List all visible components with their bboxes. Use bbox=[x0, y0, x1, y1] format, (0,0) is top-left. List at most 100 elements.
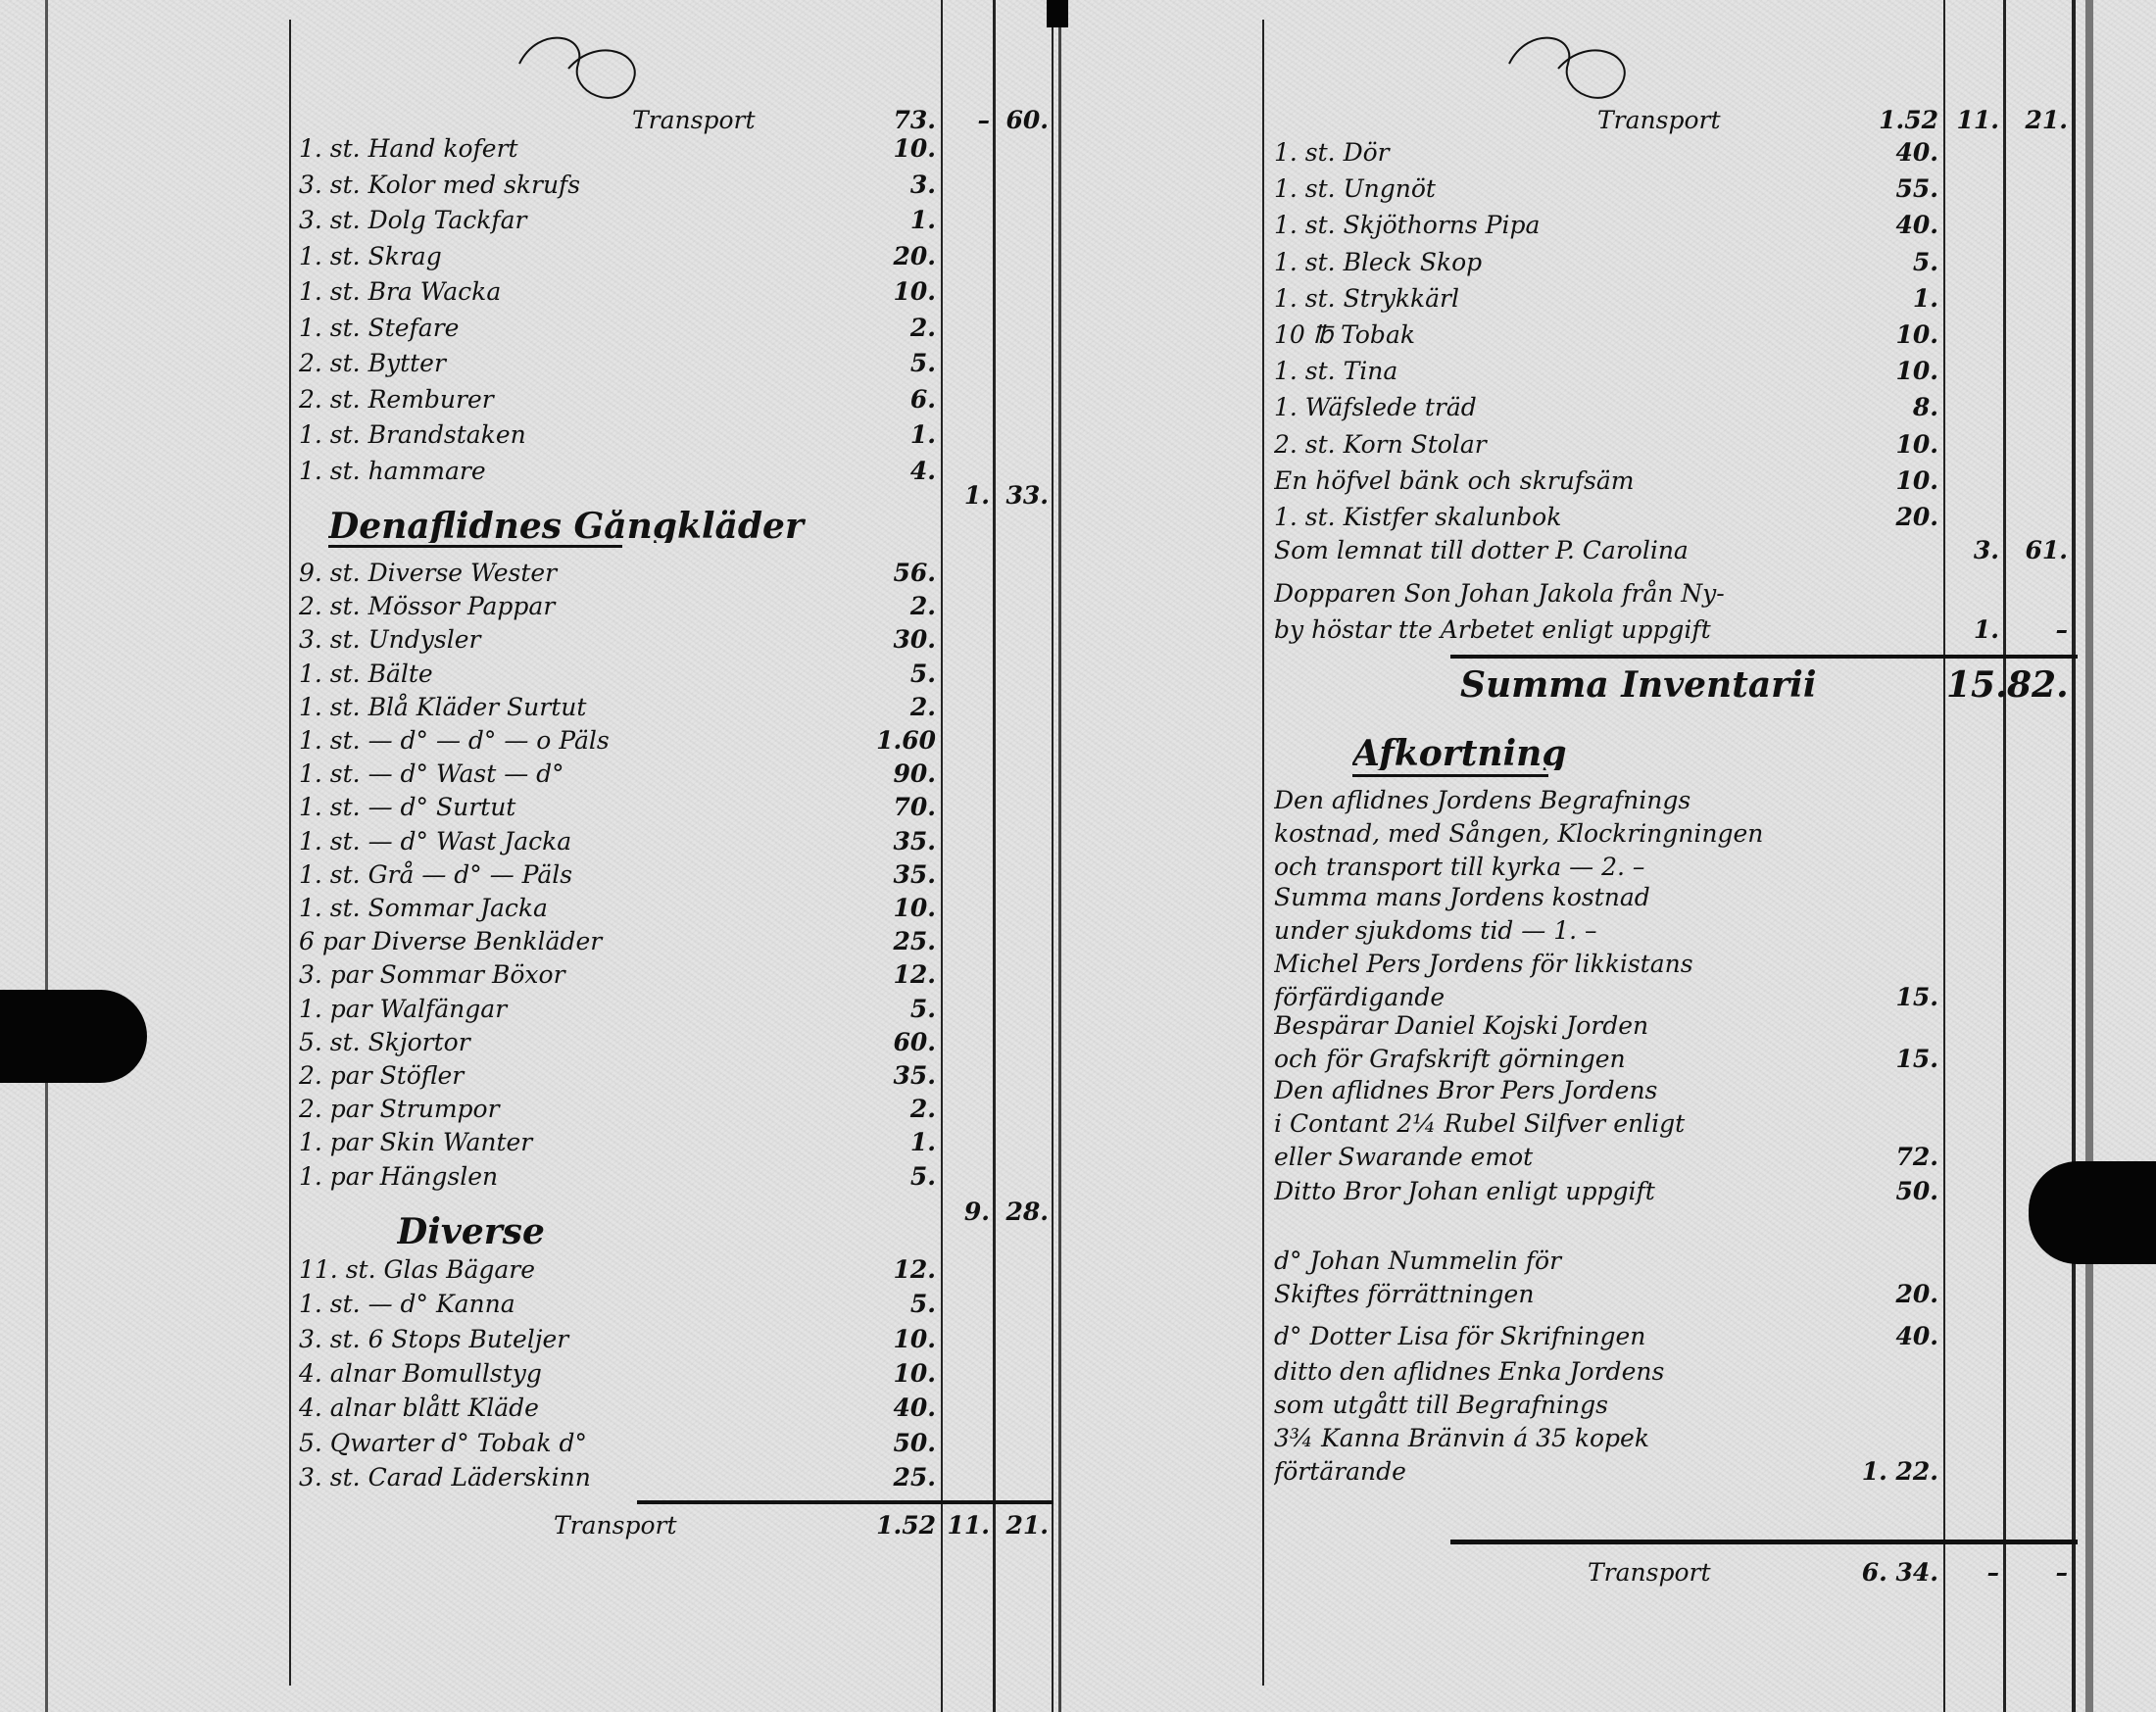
entry-text: 1. st. Bälte bbox=[299, 659, 433, 688]
entry-text: 1. st. Kistfer skalunbok bbox=[1274, 503, 1562, 531]
entry-amount: 55. bbox=[1895, 174, 1939, 204]
item-row: 1. Wäfslede träd 8. bbox=[0, 391, 2156, 424]
entry-amount: 40. bbox=[1895, 211, 1939, 240]
entry-amount: 20. bbox=[1895, 503, 1939, 531]
item-row: 9. st. Diverse Wester 56. bbox=[0, 557, 2156, 590]
entry-text: 4. alnar blått Kläde bbox=[299, 1394, 539, 1423]
entry-amount: 90. bbox=[893, 759, 937, 789]
section-heading: Afkortning bbox=[0, 737, 2156, 770]
entry-amount: 2. bbox=[909, 313, 936, 342]
entry-text: 1. par Walfängar bbox=[299, 994, 508, 1023]
ore-value: 82. bbox=[2007, 664, 2069, 706]
entry-text: Summa mans Jordens kostnad bbox=[1274, 883, 1650, 911]
flourish-right-icon bbox=[1508, 36, 1626, 99]
entry-amount: 35. bbox=[893, 826, 937, 856]
entry-text: 4. alnar Bomullstyg bbox=[299, 1358, 542, 1388]
entry-text: by höstar tte Arbetet enligt uppgift bbox=[1274, 615, 1711, 644]
entry-amount: 1. bbox=[909, 420, 936, 449]
entry-amount: 40. bbox=[1895, 138, 1939, 167]
deduction-line: Den aflidnes Jordens Begrafnings bbox=[0, 784, 2156, 817]
entry-amount: 35. bbox=[893, 859, 937, 889]
item-row: 1. st. Bleck Skop 5. bbox=[0, 246, 2156, 279]
deduction-line: under sjukdoms tid — 1. – bbox=[0, 914, 2156, 948]
entry-amount: 10. bbox=[1895, 429, 1939, 459]
entry-text: 3. st. Undysler bbox=[299, 625, 481, 655]
entry-text: 2. st. Remburer bbox=[299, 384, 494, 414]
entry-line: by höstar tte Arbetet enligt uppgift bbox=[0, 613, 2156, 647]
entry-text: Den aflidnes Jordens Begrafnings bbox=[1274, 786, 1691, 814]
item-row: 3. st. Carad Läderskinn 25. bbox=[0, 1461, 2156, 1494]
subtotal-row: 1. 33. bbox=[0, 479, 2156, 513]
entry-text: som utgått till Begrafnings bbox=[1274, 1391, 1608, 1419]
entry-amount: 5. bbox=[909, 1161, 936, 1191]
item-row: 1. st. Skrag 20. bbox=[0, 240, 2156, 273]
entry-text: 1. st. Dör bbox=[1274, 138, 1390, 167]
ore-value: 33. bbox=[1005, 481, 1050, 510]
entry-text: Diverse bbox=[397, 1215, 545, 1248]
afkortning-underline bbox=[1352, 774, 1548, 777]
entry-text: 2. st. Korn Stolar bbox=[1274, 429, 1487, 459]
entry-amount: 10. bbox=[1895, 320, 1939, 349]
entry-text: 1. par Skin Wanter bbox=[299, 1128, 533, 1157]
right-col-line-1 bbox=[1943, 0, 1945, 1712]
flourish-left-icon bbox=[518, 36, 636, 99]
right-total-rule bbox=[1450, 1540, 2078, 1544]
entry-text: 1. st. Stefare bbox=[299, 313, 460, 342]
deduction-line: Skiftes förrättningen 20. bbox=[0, 1278, 2156, 1311]
item-row: 4. alnar Bomullstyg 10. bbox=[0, 1357, 2156, 1391]
item-row: 1. st. — d° Surtut 70. bbox=[0, 791, 2156, 824]
right-margin-line bbox=[1262, 20, 1264, 1686]
entry-text: Transport bbox=[632, 106, 756, 134]
outer-left-edge bbox=[45, 0, 48, 1712]
entry-amount: 60. bbox=[893, 1027, 937, 1056]
entry-amount: 5. bbox=[909, 1290, 936, 1319]
ore-value: 28. bbox=[1005, 1198, 1050, 1226]
entry-text: 3. st. Kolor med skrufs bbox=[299, 170, 581, 199]
entry-text: 6 par Diverse Benkläder bbox=[299, 927, 603, 956]
entry-amount: 10. bbox=[1895, 465, 1939, 495]
entry-text: 1. Wäfslede träd bbox=[1274, 393, 1477, 422]
entry-text: Dopparen Son Johan Jakola från Ny- bbox=[1274, 579, 1725, 608]
entry-text: 5. Qwarter d° Tobak d° bbox=[299, 1428, 588, 1457]
item-row: 1. par Walfängar 5. bbox=[0, 993, 2156, 1026]
right-col-line-2 bbox=[2003, 0, 2006, 1712]
entry-amount: 15. bbox=[1895, 983, 1939, 1011]
item-row: 2. par Stöfler 35. bbox=[0, 1059, 2156, 1093]
entry-amount: 50. bbox=[1895, 1177, 1939, 1205]
entry-text: 1. st. Strykkärl bbox=[1274, 283, 1459, 313]
entry-text: Afkortning bbox=[1352, 737, 1567, 770]
entry-amount: 72. bbox=[1895, 1143, 1939, 1171]
entry-amount: 73. bbox=[893, 106, 937, 134]
entry-amount: 12. bbox=[893, 1255, 937, 1284]
section-heading: Denaflidnes Gångkläder bbox=[0, 510, 2156, 543]
deduction-line: d° Johan Nummelin för bbox=[0, 1245, 2156, 1278]
ore-value: 21. bbox=[2025, 106, 2069, 134]
entry-amount: 2. bbox=[909, 692, 936, 721]
item-row: 1. st. Kistfer skalunbok 20. bbox=[0, 501, 2156, 534]
entry-text: Denaflidnes Gångkläder bbox=[328, 510, 804, 543]
item-row: 1. st. Sommar Jacka 10. bbox=[0, 892, 2156, 925]
entry-text: 1. st. — d° Wast — d° bbox=[299, 759, 564, 789]
entry-amount: 1. 22. bbox=[1861, 1457, 1938, 1486]
riksdaler-value: – bbox=[977, 106, 991, 134]
entry-amount: 6. 34. bbox=[1861, 1558, 1938, 1587]
entry-text: Som lemnat till dotter P. Carolina bbox=[1274, 536, 1689, 564]
subtotal-row: Som lemnat till dotter P. Carolina 3. 61. bbox=[0, 534, 2156, 567]
deduction-line: eller Swarande emot 72. bbox=[0, 1141, 2156, 1174]
entry-amount: 56. bbox=[893, 559, 937, 587]
item-row: 3. st. Dolg Tackfar 1. bbox=[0, 204, 2156, 237]
entry-text: 11. st. Glas Bägare bbox=[299, 1255, 536, 1284]
left-col-line-1 bbox=[941, 0, 943, 1712]
section-heading: Diverse bbox=[0, 1215, 2156, 1248]
ore-value: 60. bbox=[1005, 106, 1050, 134]
entry-text: och för Grafskrift görningen bbox=[1274, 1045, 1626, 1073]
entry-text: Den aflidnes Bror Pers Jordens bbox=[1274, 1076, 1658, 1104]
gutter-mark-top bbox=[1047, 0, 1068, 27]
riksdaler-value: 1. bbox=[963, 481, 990, 510]
item-row: 1. st. — d° Wast Jacka 35. bbox=[0, 825, 2156, 858]
ore-value: – bbox=[2055, 615, 2069, 644]
entry-text: 1. st. Sommar Jacka bbox=[299, 894, 548, 922]
ore-value: – bbox=[2055, 1558, 2069, 1587]
entry-text: 1. st. Skjöthorns Pipa bbox=[1274, 211, 1541, 240]
item-row: 1. st. Stefare 2. bbox=[0, 312, 2156, 345]
